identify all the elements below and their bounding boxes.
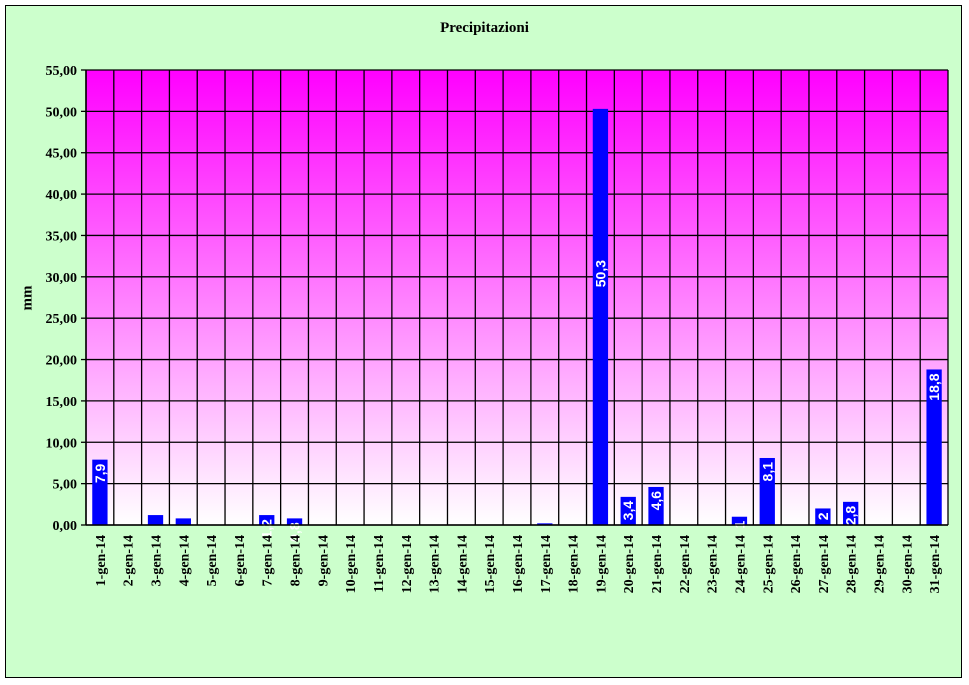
x-tick-label: 23-gen-14: [706, 535, 721, 593]
data-label: 2,8: [843, 506, 859, 526]
data-label: 4,6: [648, 491, 664, 511]
x-tick-label: 16-gen-14: [511, 535, 526, 593]
y-tick-label: 10,00: [46, 436, 78, 451]
x-tick-label: 26-gen-14: [789, 535, 804, 593]
x-tick-label: 15-gen-14: [483, 535, 498, 593]
x-tick-label: 3-gen-14: [150, 535, 165, 586]
data-label: 1,2: [259, 519, 275, 539]
y-tick-label: 50,00: [46, 105, 78, 120]
bar: [843, 501, 859, 525]
data-label: 2: [815, 512, 831, 520]
x-tick-label: 12-gen-14: [400, 535, 415, 593]
bar: [815, 508, 831, 525]
bar: [620, 496, 636, 525]
data-label: 3,4: [620, 501, 636, 521]
x-tick-label: 30-gen-14: [900, 535, 915, 593]
bar: [175, 518, 191, 525]
data-label: 0,8: [287, 522, 303, 542]
x-tick-label: 13-gen-14: [428, 535, 443, 593]
x-tick-label: 27-gen-14: [817, 535, 832, 593]
bar: [259, 515, 275, 525]
y-tick-label: 25,00: [46, 312, 78, 327]
x-tick-label: 29-gen-14: [872, 535, 887, 593]
x-tick-label: 19-gen-14: [594, 535, 609, 593]
x-tick-label: 17-gen-14: [539, 535, 554, 593]
bar: [592, 108, 609, 525]
x-tick-label: 20-gen-14: [622, 535, 637, 593]
x-tick-label: 7-gen-14: [261, 535, 276, 586]
data-label: 50,3: [592, 260, 608, 287]
x-tick-label: 1-gen-14: [94, 535, 109, 586]
x-tick-label: 21-gen-14: [650, 535, 665, 593]
y-tick-label: 45,00: [46, 147, 78, 162]
x-tick-label: 18-gen-14: [567, 535, 582, 593]
bar: [731, 516, 748, 525]
bar: [286, 518, 303, 525]
bar: [759, 457, 775, 525]
x-tick-label: 4-gen-14: [177, 535, 192, 586]
chart-title: Precipitazioni: [440, 20, 529, 36]
x-tick-label: 6-gen-14: [233, 535, 248, 586]
bar: [926, 369, 942, 525]
x-tick-label: 24-gen-14: [733, 535, 748, 593]
x-tick-label: 9-gen-14: [316, 535, 331, 586]
x-tick-label: 10-gen-14: [344, 535, 359, 593]
bar: [147, 515, 164, 525]
y-tick-label: 35,00: [46, 229, 78, 244]
y-tick-label: 0,00: [53, 519, 78, 534]
y-tick-label: 40,00: [46, 188, 78, 203]
x-tick-label: 28-gen-14: [845, 535, 860, 593]
y-tick-label: 30,00: [46, 271, 78, 286]
x-tick-label: 8-gen-14: [289, 535, 304, 586]
x-tick-label: 31-gen-14: [928, 535, 943, 593]
x-tick-label: 11-gen-14: [372, 535, 387, 593]
data-label: 18,8: [926, 373, 942, 400]
bar: [537, 523, 553, 525]
y-tick-label: 5,00: [53, 478, 78, 493]
y-tick-label: 15,00: [46, 395, 78, 410]
bar: [648, 486, 664, 525]
x-tick-label: 25-gen-14: [761, 535, 776, 593]
x-tick-label: 2-gen-14: [122, 535, 137, 586]
y-tick-label: 20,00: [46, 354, 78, 369]
x-tick-label: 14-gen-14: [455, 535, 470, 593]
x-tick-label: 22-gen-14: [678, 535, 693, 593]
x-tick-label: 5-gen-14: [205, 535, 220, 586]
data-label: 8,1: [759, 462, 775, 482]
y-tick-label: 55,00: [46, 64, 78, 79]
data-label: 7,9: [92, 463, 108, 483]
plot-background: [86, 70, 948, 525]
bar: [92, 459, 108, 525]
